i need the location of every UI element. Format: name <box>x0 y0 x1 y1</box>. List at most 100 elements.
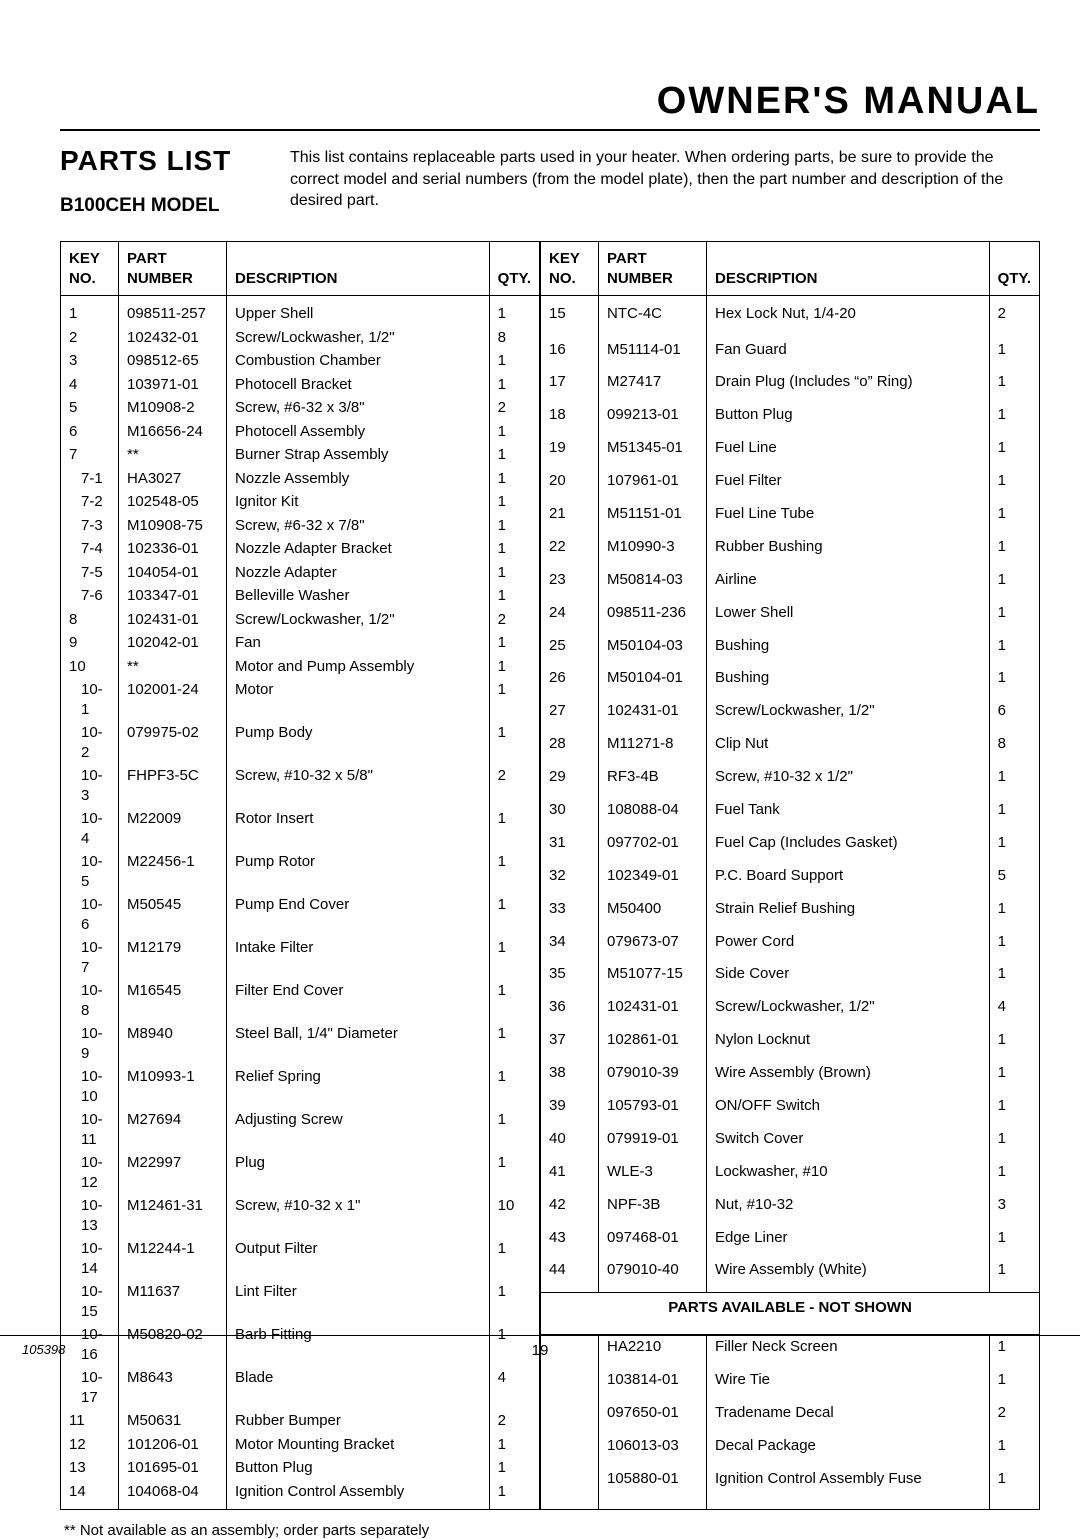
cell-part-number: M10908-2 <box>119 396 227 420</box>
cell-key: 7-6 <box>61 584 119 608</box>
cell-part-number: M22456-1 <box>119 850 227 893</box>
cell-part-number: M50104-03 <box>599 634 707 667</box>
cell-key: 10-17 <box>61 1366 119 1409</box>
cell-key: 10-14 <box>61 1237 119 1280</box>
cell-qty: 1 <box>989 601 1039 634</box>
table-row: 10-9M8940Steel Ball, 1/4" Diameter1 <box>61 1022 540 1065</box>
cell-qty: 1 <box>489 721 539 764</box>
cell-part-number: 104068-04 <box>119 1480 227 1510</box>
cell-key: 10-9 <box>61 1022 119 1065</box>
cell-part-number: 105880-01 <box>599 1467 707 1510</box>
table-row: 42NPF-3BNut, #10-323 <box>541 1193 1040 1226</box>
cell-qty: 1 <box>489 584 539 608</box>
table-row: 10-15M11637Lint Filter1 <box>61 1280 540 1323</box>
cell-part-number: 102336-01 <box>119 537 227 561</box>
table-row: 11M50631Rubber Bumper2 <box>61 1409 540 1433</box>
cell-qty: 1 <box>489 1065 539 1108</box>
cell-description: Filter End Cover <box>227 979 490 1022</box>
cell-part-number: M51077-15 <box>599 962 707 995</box>
cell-description: Ignition Control Assembly Fuse <box>707 1467 990 1510</box>
cell-qty: 1 <box>989 897 1039 930</box>
cell-description: Decal Package <box>707 1434 990 1467</box>
cell-qty: 1 <box>489 807 539 850</box>
cell-description: Clip Nut <box>707 732 990 765</box>
cell-key: 4 <box>61 373 119 397</box>
cell-key: 20 <box>541 469 599 502</box>
table-row: 17M27417Drain Plug (Includes “o” Ring)1 <box>541 370 1040 403</box>
cell-description: Output Filter <box>227 1237 490 1280</box>
cell-description: Fuel Line <box>707 436 990 469</box>
table-row: 7-2102548-05Ignitor Kit1 <box>61 490 540 514</box>
cell-description: Nut, #10-32 <box>707 1193 990 1226</box>
cell-description: Screw/Lockwasher, 1/2" <box>227 608 490 632</box>
cell-qty: 8 <box>489 326 539 350</box>
cell-qty: 1 <box>989 403 1039 436</box>
cell-qty: 1 <box>489 420 539 444</box>
table-row: 10-2079975-02Pump Body1 <box>61 721 540 764</box>
cell-key: 1 <box>61 296 119 326</box>
cell-description: Pump Body <box>227 721 490 764</box>
cell-description: Rubber Bumper <box>227 1409 490 1433</box>
table-row: 106013-03Decal Package1 <box>541 1434 1040 1467</box>
cell-part-number: M8643 <box>119 1366 227 1409</box>
cell-qty: 1 <box>489 893 539 936</box>
cell-part-number: 102001-24 <box>119 678 227 721</box>
cell-key <box>541 1368 599 1401</box>
cell-description: Fuel Tank <box>707 798 990 831</box>
cell-description: Screw, #10-32 x 1" <box>227 1194 490 1237</box>
cell-part-number: 104054-01 <box>119 561 227 585</box>
cell-qty: 1 <box>989 666 1039 699</box>
cell-qty: 1 <box>989 798 1039 831</box>
cell-description: Strain Relief Bushing <box>707 897 990 930</box>
cell-description: Lower Shell <box>707 601 990 634</box>
cell-key: 10-3 <box>61 764 119 807</box>
cell-key: 7-3 <box>61 514 119 538</box>
cell-qty: 1 <box>989 1160 1039 1193</box>
table-row: 16M51114-01Fan Guard1 <box>541 338 1040 371</box>
table-row: 38079010-39Wire Assembly (Brown)1 <box>541 1061 1040 1094</box>
cell-qty: 1 <box>989 1094 1039 1127</box>
cell-part-number: 079673-07 <box>599 930 707 963</box>
cell-description: Screw, #10-32 x 1/2" <box>707 765 990 798</box>
table-row: 097650-01Tradename Decal2 <box>541 1401 1040 1434</box>
cell-key: 14 <box>61 1480 119 1510</box>
cell-description: Edge Liner <box>707 1226 990 1259</box>
cell-description: Bushing <box>707 634 990 667</box>
cell-qty: 1 <box>489 979 539 1022</box>
cell-part-number: 102042-01 <box>119 631 227 655</box>
table-row: 29RF3-4BScrew, #10-32 x 1/2"1 <box>541 765 1040 798</box>
cell-description: Nylon Locknut <box>707 1028 990 1061</box>
cell-part-number: M50545 <box>119 893 227 936</box>
cell-qty: 4 <box>989 995 1039 1028</box>
cell-part-number: M50104-01 <box>599 666 707 699</box>
model-label: B100CEH MODEL <box>60 195 262 217</box>
cell-description: Rubber Bushing <box>707 535 990 568</box>
cell-part-number: 098511-257 <box>119 296 227 326</box>
cell-key: 10-2 <box>61 721 119 764</box>
cell-qty: 1 <box>989 1127 1039 1160</box>
cell-key: 27 <box>541 699 599 732</box>
table-row: 10-1102001-24Motor1 <box>61 678 540 721</box>
cell-qty: 1 <box>489 678 539 721</box>
table-row: 8102431-01Screw/Lockwasher, 1/2"2 <box>61 608 540 632</box>
cell-key: 7-4 <box>61 537 119 561</box>
cell-description: Blade <box>227 1366 490 1409</box>
table-row: 12101206-01Motor Mounting Bracket1 <box>61 1433 540 1457</box>
cell-key: 25 <box>541 634 599 667</box>
cell-part-number: 079010-40 <box>599 1258 707 1292</box>
cell-description: Screw, #6-32 x 7/8" <box>227 514 490 538</box>
table-row: 10-4M22009Rotor Insert1 <box>61 807 540 850</box>
cell-qty: 1 <box>489 296 539 326</box>
cell-part-number: 108088-04 <box>599 798 707 831</box>
cell-part-number: NTC-4C <box>599 296 707 338</box>
cell-part-number: RF3-4B <box>599 765 707 798</box>
cell-qty: 1 <box>989 1226 1039 1259</box>
cell-key: 10-12 <box>61 1151 119 1194</box>
footer-page-number: 19 <box>532 1342 549 1359</box>
cell-part-number: 098512-65 <box>119 349 227 373</box>
cell-key: 34 <box>541 930 599 963</box>
cell-description: Screw/Lockwasher, 1/2" <box>707 699 990 732</box>
cell-description: Tradename Decal <box>707 1401 990 1434</box>
cell-qty: 1 <box>489 1480 539 1510</box>
cell-key: 10-8 <box>61 979 119 1022</box>
